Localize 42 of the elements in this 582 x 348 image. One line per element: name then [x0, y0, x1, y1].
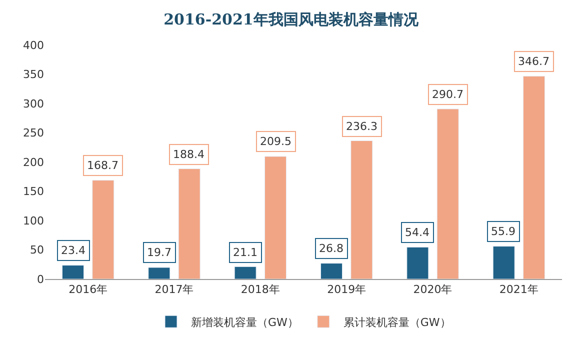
data-label: 236.3: [346, 120, 378, 133]
bar: [406, 246, 429, 279]
x-tick-label: 2018年: [240, 283, 280, 296]
data-label: 346.7: [518, 55, 550, 68]
y-tick-label: 250: [23, 126, 44, 140]
bar: [492, 246, 515, 279]
data-label: 168.7: [87, 159, 118, 172]
legend-label: 新增装机容量（GW）: [191, 316, 298, 329]
y-tick-label: 150: [23, 185, 44, 198]
data-label: 23.4: [61, 244, 86, 257]
data-label: 54.4: [405, 226, 430, 239]
bar: [92, 180, 114, 279]
data-label: 290.7: [432, 88, 464, 101]
y-tick-label: 100: [23, 214, 44, 228]
y-tick-label: 0: [37, 272, 44, 286]
x-tick-label: 2019年: [327, 283, 366, 296]
data-label: 21.1: [233, 246, 258, 259]
bar: [350, 140, 373, 279]
data-label: 26.8: [319, 242, 344, 255]
bar: [148, 267, 170, 279]
x-tick-label: 2020年: [413, 283, 452, 296]
bar: [234, 266, 256, 279]
data-label: 188.4: [173, 148, 204, 161]
x-tick-label: 2021年: [499, 283, 538, 296]
legend-label: 累计装机容量（GW）: [343, 316, 451, 329]
data-label: 19.7: [147, 246, 172, 259]
data-label: 209.5: [260, 135, 292, 148]
y-tick-label: 300: [23, 97, 44, 110]
y-tick-label: 50: [30, 244, 44, 257]
chart-title: 2016-2021年我国风电装机容量情况: [164, 10, 420, 28]
y-tick-label: 200: [23, 156, 44, 169]
data-label: 55.9: [491, 225, 516, 238]
y-tick-label: 400: [23, 38, 44, 52]
bar: [178, 168, 200, 279]
x-tick-label: 2017年: [154, 283, 194, 296]
bar: [436, 108, 459, 279]
bar: [62, 265, 84, 279]
bar: [522, 76, 546, 279]
y-tick-label: 350: [23, 68, 44, 82]
bar: [264, 156, 287, 279]
x-tick-label: 2016年: [68, 283, 108, 296]
bar: [320, 263, 343, 279]
